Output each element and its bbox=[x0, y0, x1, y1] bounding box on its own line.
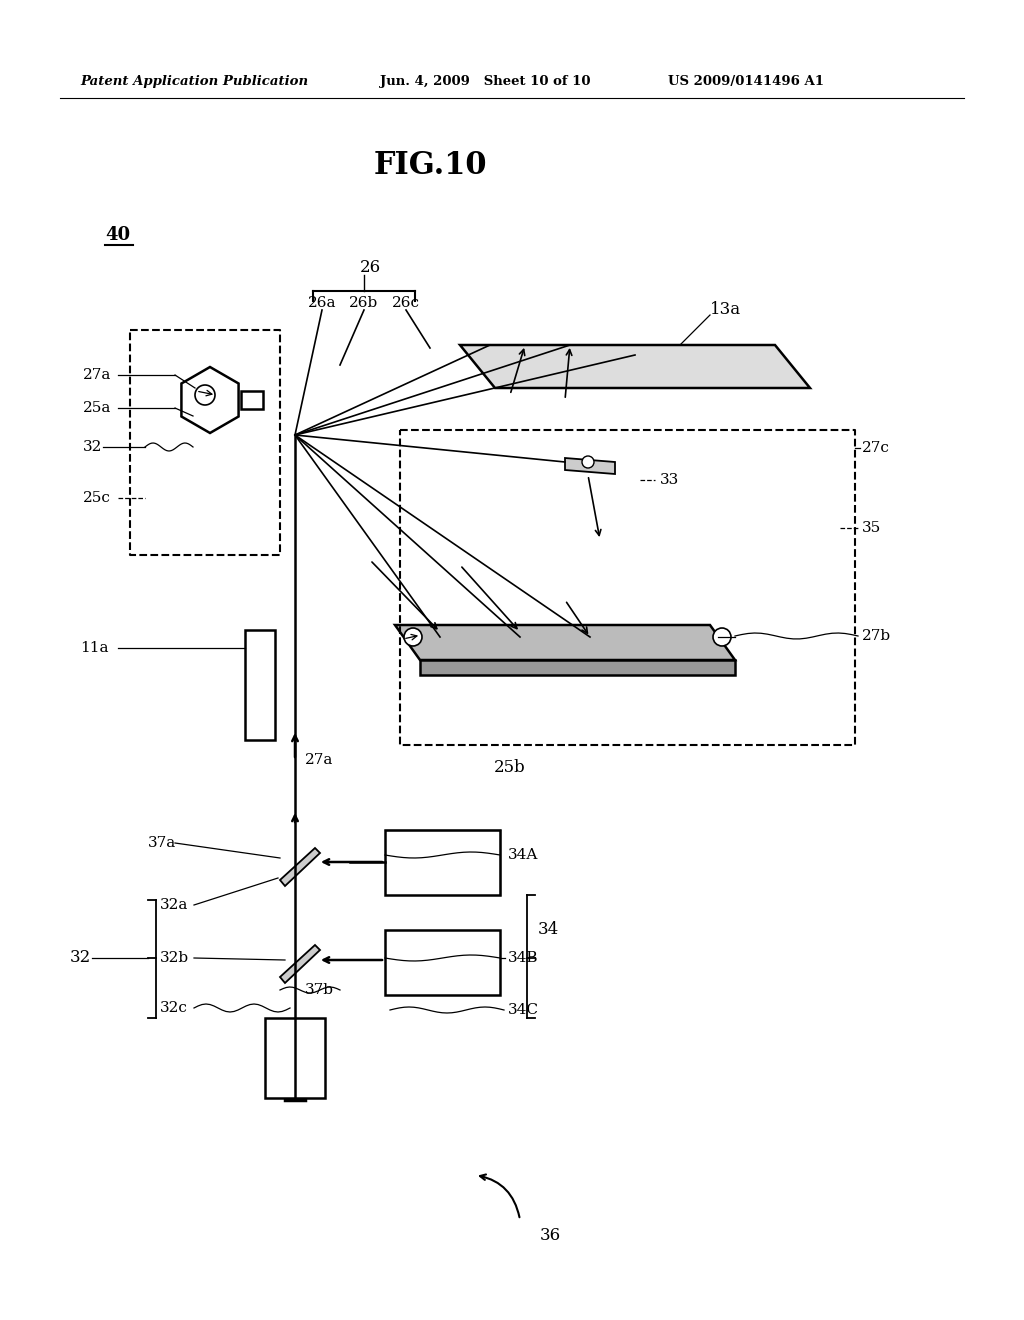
Bar bbox=[385, 830, 500, 895]
Bar bbox=[245, 630, 275, 741]
Bar bbox=[241, 391, 263, 409]
Text: 32: 32 bbox=[83, 440, 102, 454]
Text: 27a: 27a bbox=[305, 752, 334, 767]
Text: 27a: 27a bbox=[83, 368, 112, 381]
Text: 36: 36 bbox=[540, 1226, 561, 1243]
Circle shape bbox=[582, 455, 594, 469]
Text: 34A: 34A bbox=[508, 847, 539, 862]
Text: 32c: 32c bbox=[160, 1001, 187, 1015]
Text: FIG.10: FIG.10 bbox=[374, 149, 486, 181]
Text: 13a: 13a bbox=[710, 301, 741, 318]
Text: 25b: 25b bbox=[495, 759, 526, 776]
Text: 27b: 27b bbox=[862, 630, 891, 643]
Circle shape bbox=[195, 385, 215, 405]
Polygon shape bbox=[565, 458, 615, 474]
Circle shape bbox=[713, 628, 731, 645]
Polygon shape bbox=[181, 367, 239, 433]
Polygon shape bbox=[280, 847, 319, 886]
Text: 25a: 25a bbox=[83, 401, 112, 414]
Text: 32a: 32a bbox=[160, 898, 188, 912]
Text: 27c: 27c bbox=[862, 441, 890, 455]
Text: Patent Application Publication: Patent Application Publication bbox=[80, 75, 308, 88]
Bar bbox=[265, 1018, 325, 1098]
Text: 26: 26 bbox=[359, 260, 381, 276]
Text: 34: 34 bbox=[538, 921, 559, 939]
Text: US 2009/0141496 A1: US 2009/0141496 A1 bbox=[668, 75, 824, 88]
Polygon shape bbox=[395, 624, 735, 660]
Polygon shape bbox=[460, 345, 810, 388]
Text: 26a: 26a bbox=[308, 296, 336, 310]
Text: 34C: 34C bbox=[508, 1003, 539, 1016]
Text: 37b: 37b bbox=[305, 983, 334, 997]
Text: 26c: 26c bbox=[392, 296, 420, 310]
Text: 32b: 32b bbox=[160, 950, 189, 965]
Polygon shape bbox=[420, 660, 735, 675]
Circle shape bbox=[404, 628, 422, 645]
Bar bbox=[385, 931, 500, 995]
Text: 35: 35 bbox=[862, 521, 882, 535]
Text: 34B: 34B bbox=[508, 950, 539, 965]
Text: Jun. 4, 2009   Sheet 10 of 10: Jun. 4, 2009 Sheet 10 of 10 bbox=[380, 75, 591, 88]
Text: 25c: 25c bbox=[83, 491, 111, 506]
Text: 11a: 11a bbox=[80, 642, 109, 655]
Text: 26b: 26b bbox=[349, 296, 379, 310]
Text: 33: 33 bbox=[660, 473, 679, 487]
Text: 37a: 37a bbox=[148, 836, 176, 850]
Text: 32: 32 bbox=[70, 949, 91, 966]
Polygon shape bbox=[280, 945, 319, 983]
Text: 40: 40 bbox=[105, 226, 130, 244]
